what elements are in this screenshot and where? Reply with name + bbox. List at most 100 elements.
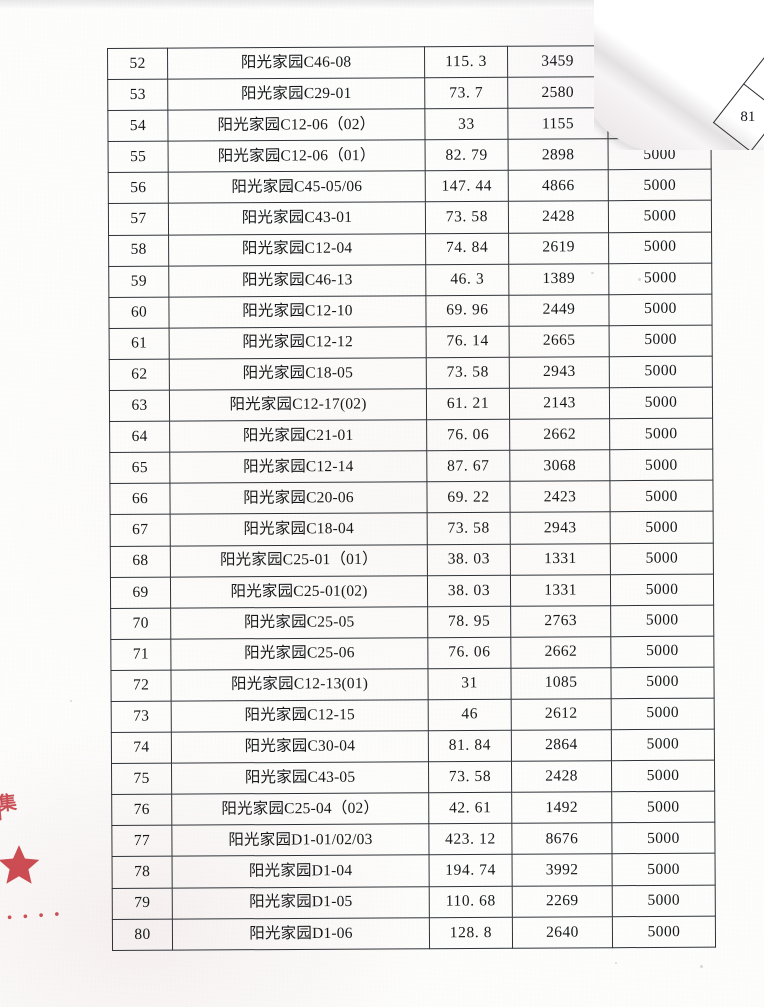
cell-name: 阳光家园D1-05 bbox=[172, 886, 430, 920]
cell-index: 52 bbox=[107, 48, 168, 80]
cell-name: 阳光家园C25-04（02） bbox=[171, 793, 429, 826]
table-row: 76 阳光家园C25-04（02） 42. 61 1492 5000 bbox=[111, 791, 715, 827]
table-row: 73 阳光家园C12-15 46 2612 5000 bbox=[111, 697, 715, 733]
scan-speck bbox=[700, 965, 703, 968]
cell-name: 阳光家园C25-05 bbox=[170, 606, 428, 639]
cell-area: 74. 84 bbox=[425, 232, 509, 265]
cell-area: 82. 79 bbox=[425, 140, 509, 172]
table-row: 59 阳光家园C46-13 46. 3 1389 5000 bbox=[108, 262, 712, 298]
cell-name: 阳光家园C43-05 bbox=[171, 761, 429, 795]
table-row: 63 阳光家园C12-17(02) 61. 21 2143 5000 bbox=[109, 386, 713, 422]
cell-name: 阳光家园C25-06 bbox=[170, 637, 428, 670]
cell-price: 5000 bbox=[610, 512, 714, 545]
cell-price: 5000 bbox=[609, 323, 713, 356]
table-row: 58 阳光家园C12-04 74. 84 2619 5000 bbox=[108, 231, 712, 267]
cell-amount: 2665 bbox=[509, 324, 610, 357]
cell-amount: 2428 bbox=[511, 760, 612, 793]
cell-index: 75 bbox=[111, 763, 172, 795]
cell-index: 59 bbox=[108, 265, 169, 298]
cell-name: 阳光家园C12-17(02) bbox=[169, 388, 427, 422]
cell-index: 73 bbox=[111, 700, 172, 733]
cell-name: 阳光家园C21-01 bbox=[169, 419, 427, 453]
cell-name: 阳光家园C12-10 bbox=[168, 295, 427, 328]
official-red-seal: 国 集 • • • • • bbox=[0, 770, 86, 930]
cell-index: 56 bbox=[108, 172, 169, 205]
cell-area: 73. 58 bbox=[427, 513, 511, 545]
cell-amount: 1389 bbox=[508, 262, 609, 295]
cell-name: 阳光家园C45-05/06 bbox=[168, 171, 426, 205]
cell-area: 46. 3 bbox=[425, 263, 509, 296]
table-row: 70 阳光家园C25-05 78. 95 2763 5000 bbox=[110, 604, 714, 640]
cell-area: 423. 12 bbox=[428, 824, 513, 856]
cell-area: 147. 44 bbox=[425, 171, 509, 203]
cell-area: 76. 06 bbox=[427, 636, 511, 669]
cell-area: 46 bbox=[428, 698, 512, 731]
table-row: 62 阳光家园C18-05 73. 58 2943 5000 bbox=[109, 355, 713, 391]
cell-name: 阳光家园C20-06 bbox=[169, 482, 428, 516]
table-row: 54 阳光家园C12-06（02） 33 1155 5000 bbox=[107, 107, 712, 143]
table-row: 66 阳光家园C20-06 69. 22 2423 5000 bbox=[109, 480, 714, 516]
cell-name: 阳光家园C12-13(01) bbox=[170, 668, 429, 701]
curl-cell-82: 82 bbox=[743, 45, 764, 113]
cell-amount: 2898 bbox=[508, 139, 609, 172]
cell-name: 阳光家园C12-14 bbox=[169, 451, 427, 484]
seal-border-fragment bbox=[0, 782, 2, 824]
scan-top-edge bbox=[0, 0, 764, 9]
cell-name: 阳光家园C25-01(02) bbox=[170, 575, 428, 608]
cell-price: 5000 bbox=[612, 916, 716, 948]
cell-index: 64 bbox=[109, 421, 170, 453]
cell-price: 5000 bbox=[609, 355, 713, 388]
table-row: 80 阳光家园D1-06 128. 8 2640 5000 bbox=[112, 916, 716, 951]
table-row: 68 阳光家园C25-01（01） 38. 03 1331 5000 bbox=[110, 543, 714, 578]
cell-price: 5000 bbox=[611, 823, 716, 856]
seal-dots: • • • • • bbox=[0, 907, 64, 927]
cell-name: 阳光家园C30-04 bbox=[171, 730, 429, 764]
cell-amount: 1331 bbox=[510, 574, 611, 607]
cell-index: 62 bbox=[109, 358, 170, 391]
folded-corner-rows: 81 82 83 bbox=[713, 6, 764, 150]
cell-index: 54 bbox=[107, 110, 169, 143]
continuation-row-numbers: 81 82 83 bbox=[713, 6, 764, 150]
cell-price: 5000 bbox=[610, 665, 715, 698]
cell-price: 5000 bbox=[609, 386, 713, 419]
cell-area: 128. 8 bbox=[429, 917, 513, 949]
cell-name: 阳光家园C46-08 bbox=[167, 46, 425, 80]
cell-index: 68 bbox=[110, 545, 171, 578]
cell-area: 42. 61 bbox=[428, 792, 512, 825]
cell-area: 31 bbox=[427, 667, 512, 700]
cell-area: 69. 22 bbox=[426, 482, 511, 514]
cell-index: 78 bbox=[112, 856, 173, 889]
cell-area: 69. 96 bbox=[425, 294, 510, 326]
table-row: 72 阳光家园C12-13(01) 31 1085 5000 bbox=[110, 665, 715, 702]
table-row: 74 阳光家园C30-04 81. 84 2864 5000 bbox=[111, 728, 715, 764]
table-row: 81 82 83 bbox=[713, 7, 764, 150]
cell-area: 78. 95 bbox=[427, 605, 511, 638]
cell-area: 194. 74 bbox=[429, 855, 513, 887]
table-row: 60 阳光家园C12-10 69. 96 2449 5000 bbox=[108, 292, 713, 329]
cell-area: 33 bbox=[424, 109, 509, 141]
cell-amount: 2943 bbox=[510, 512, 611, 545]
cell-area: 38. 03 bbox=[427, 544, 511, 576]
cell-name: 阳光家园C12-15 bbox=[171, 699, 429, 732]
cell-amount: 2943 bbox=[509, 356, 610, 388]
cell-amount: 2619 bbox=[508, 232, 609, 264]
cell-price: 5000 bbox=[611, 791, 715, 824]
cell-price: 5000 bbox=[608, 262, 712, 294]
cell-name: 阳光家园D1-04 bbox=[172, 855, 430, 889]
cell-price: 5000 bbox=[608, 139, 712, 172]
cell-index: 66 bbox=[109, 483, 171, 516]
cell-index: 65 bbox=[109, 452, 170, 485]
cell-amount: 2640 bbox=[512, 916, 613, 949]
cell-area: 76. 14 bbox=[426, 325, 510, 357]
table-row: 75 阳光家园C43-05 73. 58 2428 5000 bbox=[111, 760, 715, 795]
cell-amount: 2449 bbox=[508, 293, 610, 326]
cell-price: 5000 bbox=[610, 604, 714, 637]
table-row: 78 阳光家园D1-04 194. 74 3992 5000 bbox=[112, 854, 716, 889]
cell-amount: 2143 bbox=[509, 387, 610, 420]
cell-index: 76 bbox=[111, 794, 172, 827]
table-row: 69 阳光家园C25-01(02) 38. 03 1331 5000 bbox=[110, 573, 714, 609]
cell-index: 60 bbox=[108, 296, 170, 329]
cell-index: 79 bbox=[112, 887, 173, 920]
cell-index: 71 bbox=[110, 638, 171, 671]
scan-speck bbox=[70, 700, 72, 702]
